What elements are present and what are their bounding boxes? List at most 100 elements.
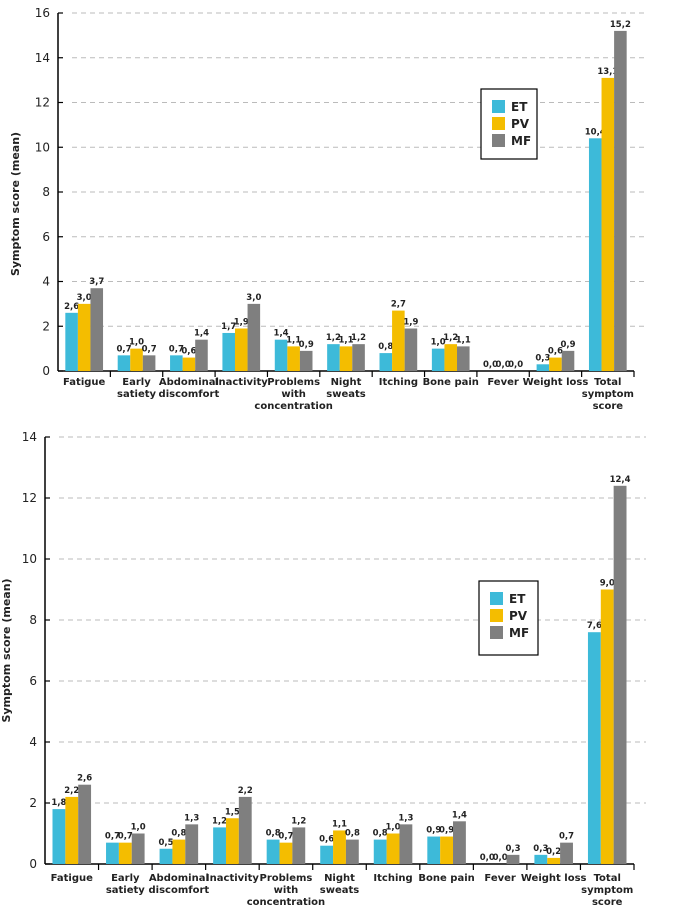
bar-et [117, 355, 131, 371]
data-label: 0,8 [373, 829, 388, 839]
data-label: 1,2 [351, 333, 366, 343]
y-tick-label: 2 [29, 796, 37, 810]
category-label-line: concentration [247, 897, 325, 908]
y-tick-label: 6 [29, 674, 37, 688]
legend-swatch-et [490, 592, 503, 605]
category-label-line: Abdominal [149, 873, 209, 884]
data-label: 3,0 [77, 293, 92, 303]
data-label: 1,1 [456, 335, 471, 345]
data-label: 2,2 [64, 786, 79, 796]
bar-mf [613, 485, 627, 864]
category-label-line: Total [594, 377, 621, 388]
category-label-line: sweats [326, 389, 366, 400]
bar-pv [172, 839, 186, 864]
bar-pv [444, 344, 458, 371]
data-label: 7,6 [587, 621, 602, 631]
data-label: 0,7 [116, 344, 131, 354]
bar-mf [506, 854, 520, 864]
data-label: 2,6 [64, 302, 79, 312]
category-label: Early satiety [106, 873, 145, 896]
y-tick-label: 14 [35, 51, 50, 65]
category-label-line: Early [122, 377, 151, 388]
bar-et [274, 339, 288, 371]
data-label: 1,9 [403, 317, 418, 327]
data-label: 1,7 [221, 322, 236, 332]
bar-mf [247, 303, 261, 371]
y-axis-title: Symptom score (mean) [9, 132, 22, 276]
legend-box [478, 580, 539, 656]
category-label-line: Fatigue [51, 873, 93, 884]
y-tick-label: 8 [42, 185, 50, 199]
data-label: 1,1 [332, 819, 347, 829]
data-label: 12,4 [610, 475, 631, 485]
category-label-line: Weight loss [521, 873, 587, 884]
data-label: 0,3 [505, 844, 520, 854]
data-label: 1,5 [225, 807, 240, 817]
bar-et [266, 839, 280, 864]
bar-mf [352, 344, 365, 371]
bar-mf [185, 824, 199, 864]
legend: ET PV MF [478, 580, 539, 656]
data-label: 1,4 [452, 810, 467, 820]
y-tick-label: 10 [35, 140, 50, 154]
data-label: 2,2 [238, 786, 253, 796]
y-tick-label: 0 [29, 857, 37, 871]
data-label: 10,4 [585, 127, 606, 137]
category-label: Night sweats [326, 377, 366, 400]
category-label-line: Itching [373, 873, 412, 884]
bar-et [327, 344, 340, 371]
bar-pv [440, 836, 454, 864]
category-label: Fatigue [63, 377, 105, 388]
category-label-line: Problems [267, 377, 320, 388]
data-label: 2,6 [77, 774, 92, 784]
bar-et [159, 848, 173, 864]
category-label: Bone pain [423, 377, 479, 388]
category-label: Fever [487, 377, 519, 388]
category-label: Problems with concentration [254, 377, 332, 412]
bar-et [106, 842, 119, 864]
legend-label: ET [509, 592, 526, 606]
category-label-line: Bone pain [418, 873, 474, 884]
bar-et [222, 332, 235, 371]
bar-mf [90, 288, 104, 371]
data-label: 1,1 [286, 335, 301, 345]
y-tick-label: 6 [42, 230, 50, 244]
legend-swatch-pv [492, 117, 505, 130]
data-label: 0,7 [169, 344, 184, 354]
chart-2: 0 2 4 6 8 10 12 14 Symptom score (mean) Fatigue 1,… [0, 430, 646, 908]
bar-pv [549, 357, 562, 371]
data-label: 0,2 [546, 847, 561, 857]
data-label: 0,6 [548, 347, 563, 357]
data-label: 1,3 [398, 813, 413, 823]
data-label: 1,9 [234, 317, 249, 327]
y-tick-label: 2 [42, 319, 50, 333]
data-label: 1,2 [326, 333, 341, 343]
category-label-line: Total [594, 873, 621, 884]
data-label: 0,0 [483, 360, 498, 370]
data-label: 0,7 [559, 832, 574, 842]
category-label-line: Fever [484, 873, 516, 884]
category-label: Total symptom score [582, 377, 634, 412]
y-tick-label: 10 [22, 552, 37, 566]
category-label: Total symptom score [581, 873, 633, 908]
bar-pv [77, 303, 91, 371]
category-label-line: Bone pain [423, 377, 479, 388]
category-label-line: satiety [117, 389, 156, 400]
bar-pv [65, 796, 79, 864]
category-label-line: score [593, 401, 624, 412]
y-tick-label: 8 [29, 613, 37, 627]
category-label-line: Night [324, 873, 355, 884]
bar-pv [333, 830, 346, 864]
bar-mf [292, 827, 306, 864]
legend-swatch-pv [490, 609, 503, 622]
bar-et [431, 348, 445, 371]
data-label: 1,0 [131, 823, 146, 833]
bar-mf [131, 833, 145, 864]
category-label-line: symptom [582, 389, 634, 400]
data-label: 0,6 [319, 835, 334, 845]
data-label: 0,0 [480, 853, 495, 863]
category-label-line: score [592, 897, 623, 908]
category-label: Bone pain [418, 873, 474, 884]
bar-et [534, 854, 548, 864]
category-label-line: Inactivity [215, 377, 268, 388]
